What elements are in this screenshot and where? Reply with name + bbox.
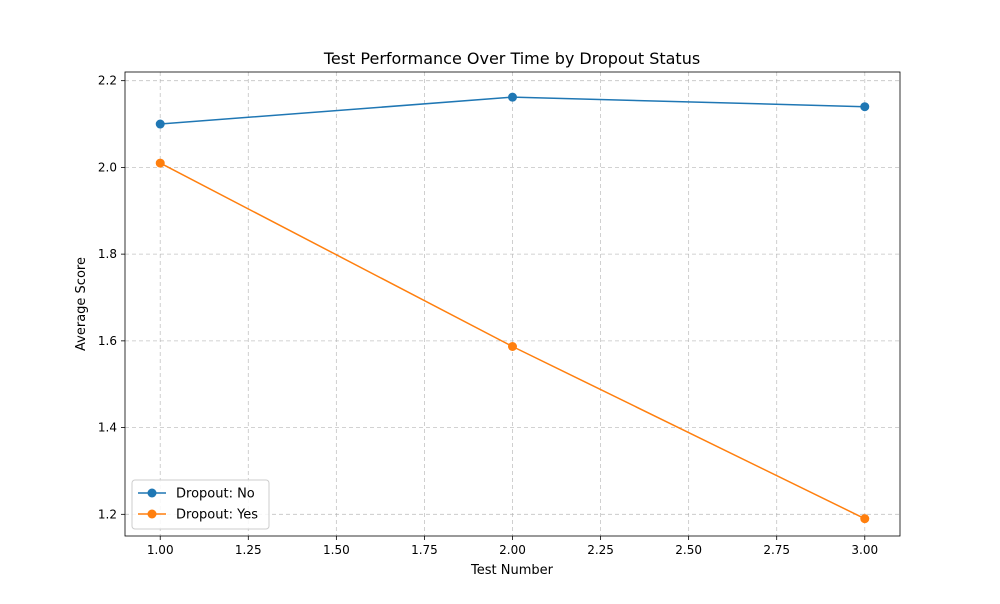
y-tick-label: 1.2 <box>98 507 117 521</box>
data-point <box>508 341 517 351</box>
legend-box <box>131 479 270 530</box>
axis-ticks: 1.00 1.25 1.50 1.75 2.00 2.25 2.50 2.75 3.00 1.2 1… <box>98 74 878 557</box>
series-1 <box>155 92 870 129</box>
x-tick-label: 1.00 <box>147 543 174 557</box>
data-point <box>155 158 165 168</box>
x-tick-label: 2.50 <box>675 543 702 557</box>
x-tick-label: 1.75 <box>411 543 438 557</box>
x-tick-label: 1.25 <box>235 543 262 557</box>
data-point <box>860 514 870 524</box>
data-point <box>508 92 517 102</box>
data-point <box>860 102 870 112</box>
grid <box>125 72 900 536</box>
y-tick-label: 2.2 <box>98 74 117 88</box>
data-point <box>155 119 165 129</box>
legend: Dropout: No Dropout: Yes <box>131 479 270 530</box>
x-axis-label: Test Number <box>470 563 554 578</box>
legend-label: Dropout: Yes <box>176 508 258 523</box>
legend-marker <box>147 488 157 498</box>
x-tick-label: 2.75 <box>763 543 790 557</box>
y-tick-label: 2.0 <box>98 160 117 174</box>
y-tick-label: 1.6 <box>98 334 117 348</box>
legend-item: Dropout: No <box>138 487 255 502</box>
legend-label: Dropout: No <box>176 487 255 502</box>
legend-item: Dropout: Yes <box>138 508 258 523</box>
y-tick-label: 1.8 <box>98 247 117 261</box>
x-tick-label: 3.00 <box>851 543 878 557</box>
y-axis-label: Average Score <box>74 257 89 351</box>
series-layer <box>155 92 870 524</box>
y-tick-label: 1.4 <box>98 421 117 435</box>
chart-title: Test Performance Over Time by Dropout St… <box>323 49 700 68</box>
series-2 <box>155 158 870 524</box>
x-tick-label: 2.25 <box>587 543 614 557</box>
x-tick-label: 2.00 <box>499 543 526 557</box>
legend-marker <box>147 509 157 519</box>
x-tick-label: 1.50 <box>323 543 350 557</box>
